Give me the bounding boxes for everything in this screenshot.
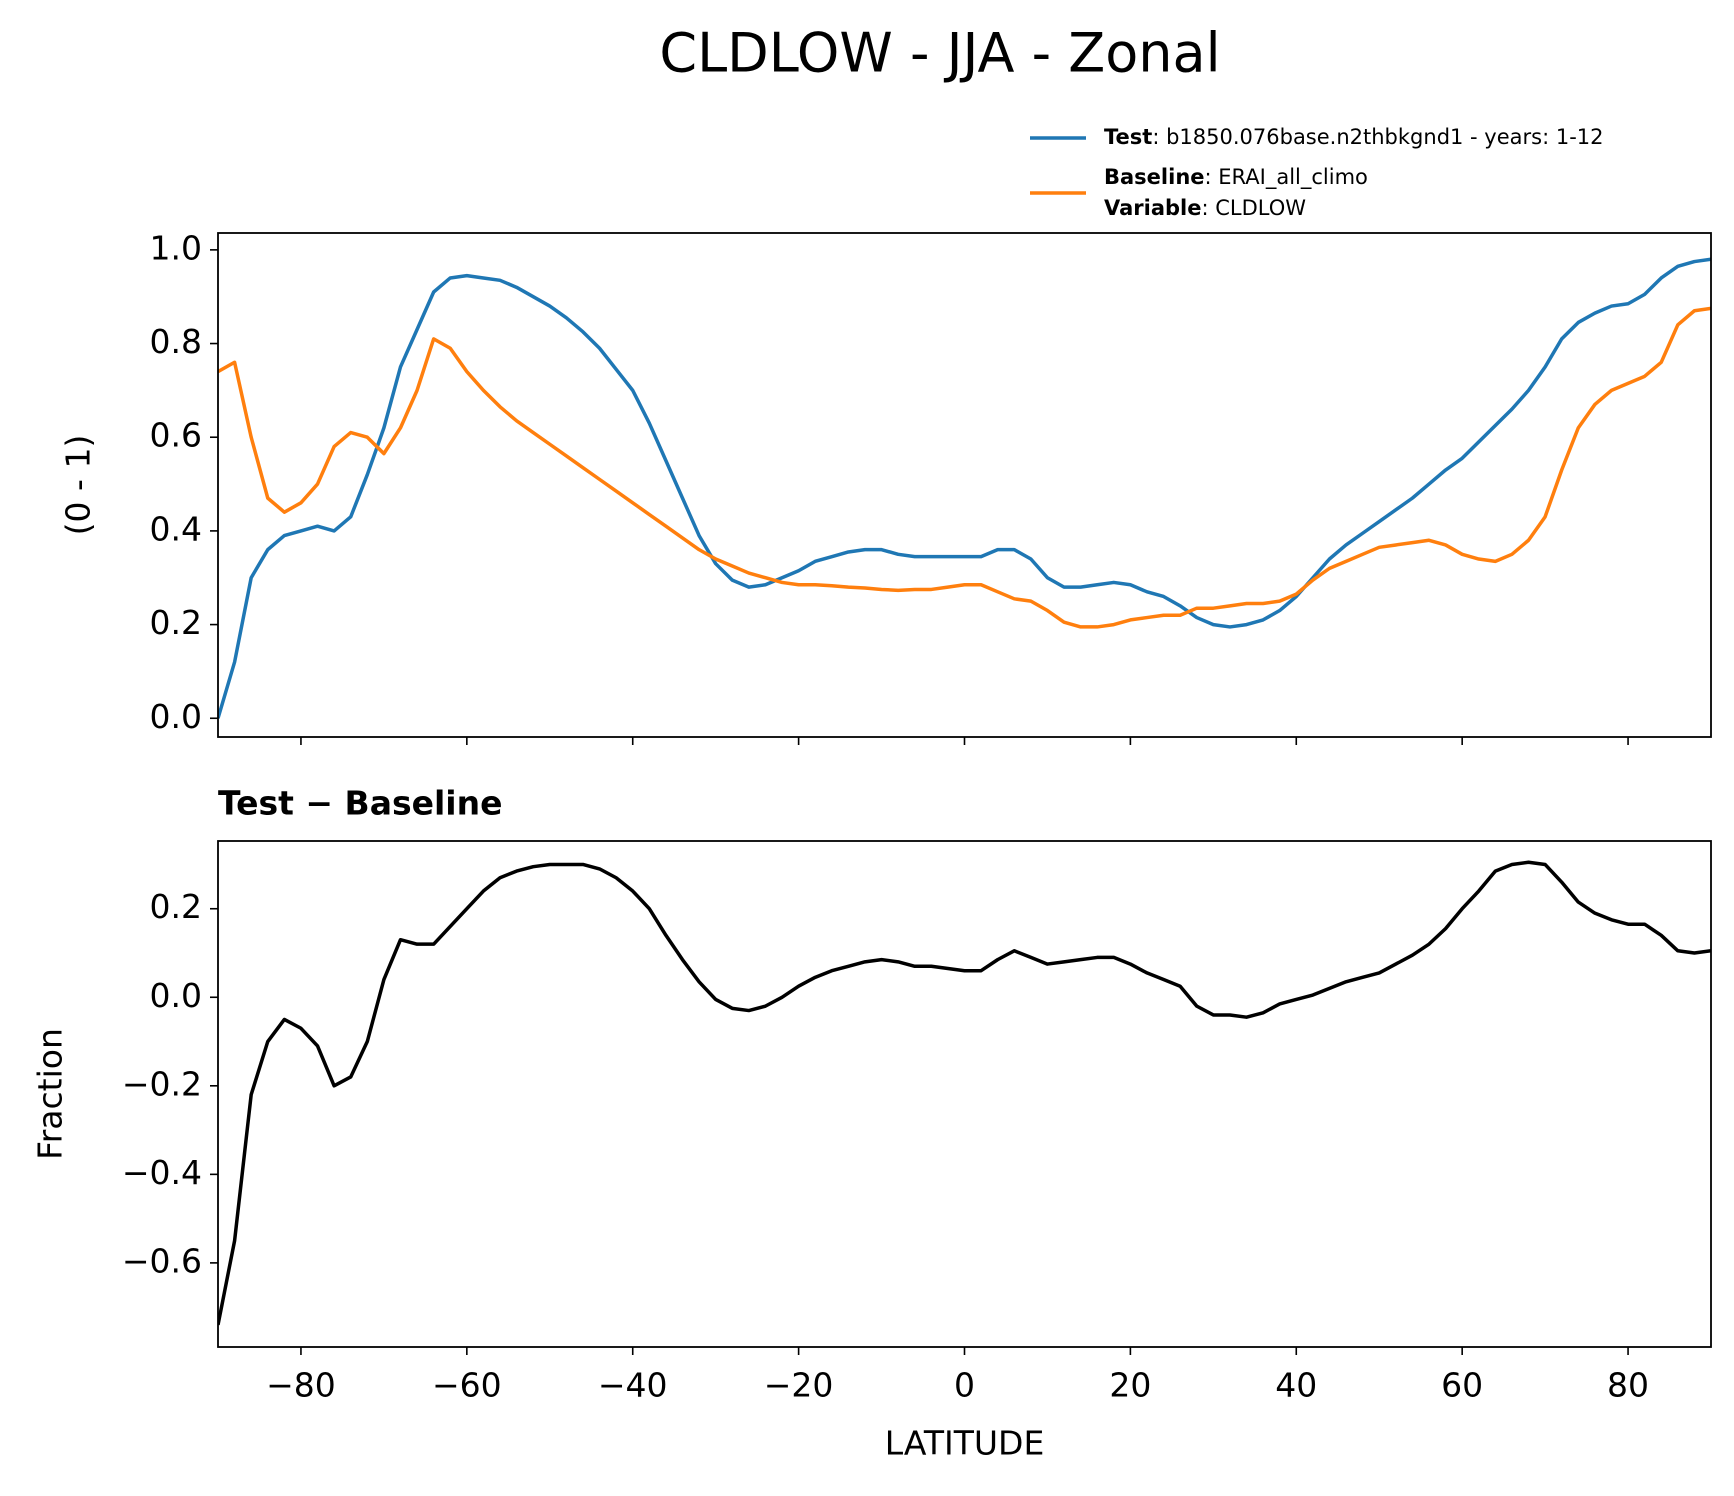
y-tick-label: 0.8 [150, 322, 202, 361]
y-tick-label: 0.0 [150, 976, 202, 1015]
y-tick-label: 0.6 [150, 416, 202, 455]
x-tick-label: −40 [598, 1366, 668, 1405]
legend-entry: Baseline: ERAI_all_climo [1104, 165, 1368, 190]
y-tick-label: 0.2 [150, 603, 202, 642]
legend-entry: Test: b1850.076base.n2thbkgnd1 - years: … [1104, 125, 1604, 149]
plot-area [218, 257, 1711, 719]
x-tick-label: 0 [954, 1366, 975, 1405]
data-line [218, 257, 1711, 719]
data-line [218, 860, 1711, 1326]
x-tick-label: −20 [764, 1366, 834, 1405]
legend-label: : b1850.076base.n2thbkgnd1 - years: 1-12 [1152, 125, 1603, 149]
data-line [218, 306, 1711, 629]
y-tick-label: −0.4 [122, 1153, 202, 1192]
x-tick-label: 80 [1607, 1366, 1649, 1405]
y-axis-label: Fraction [31, 1028, 70, 1160]
x-tick-label: 20 [1109, 1366, 1151, 1405]
y-tick-label: 0.0 [150, 697, 202, 736]
legend-label: : CLDLOW [1201, 196, 1306, 220]
y-tick-label: −0.2 [122, 1064, 202, 1103]
y-axis-label: (0 - 1) [59, 435, 98, 536]
chart-title: CLDLOW - JJA - Zonal [659, 22, 1220, 85]
y-tick-label: 1.0 [150, 228, 202, 267]
y-tick-label: 0.4 [150, 509, 202, 548]
x-tick-label: −80 [266, 1366, 336, 1405]
y-tick-label: −0.6 [122, 1241, 202, 1280]
y-tick-label: 0.2 [150, 887, 202, 926]
legend-label: : ERAI_all_climo [1205, 165, 1368, 190]
panel-title: Test − Baseline [218, 784, 503, 823]
legend-name: Test [1104, 125, 1152, 149]
axes-frame [217, 840, 1712, 1348]
x-tick-label: 40 [1275, 1366, 1317, 1405]
x-axis-label: LATITUDE [885, 1424, 1045, 1463]
legend-name: Variable [1104, 196, 1201, 220]
legend-entry: Variable: CLDLOW [1104, 196, 1306, 220]
legend-name: Baseline [1104, 165, 1205, 189]
x-tick-label: −60 [432, 1366, 502, 1405]
x-tick-label: 60 [1441, 1366, 1483, 1405]
axes-frame [217, 232, 1712, 738]
plot-area [218, 860, 1711, 1326]
